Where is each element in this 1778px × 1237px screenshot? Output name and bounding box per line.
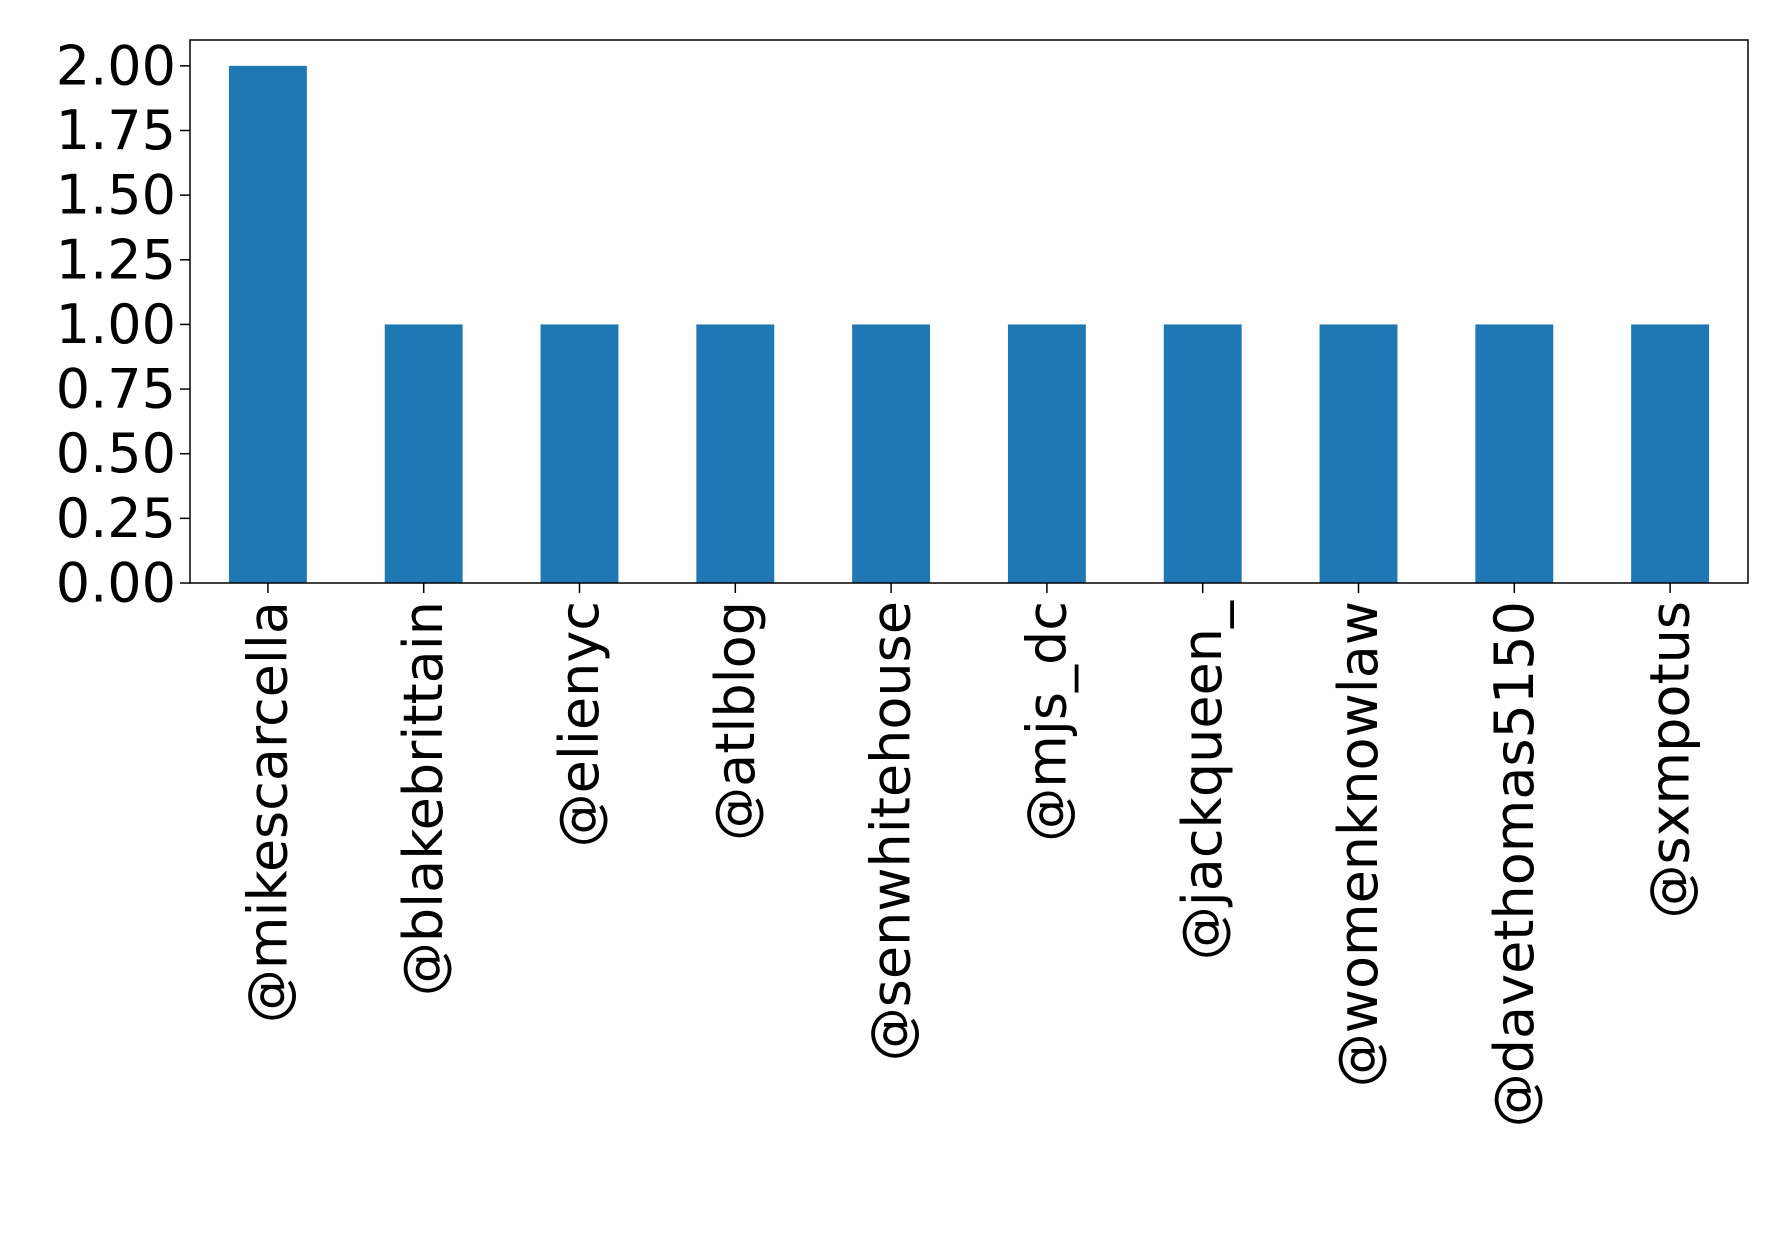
- y-tick-label: 2.00: [56, 34, 176, 97]
- x-tick-label: @mjs_dc: [1015, 601, 1078, 842]
- y-tick-label: 1.00: [56, 293, 176, 356]
- bar: [1475, 324, 1554, 583]
- y-tick-label: 1.75: [56, 99, 176, 162]
- y-tick-label: 0.50: [56, 422, 176, 485]
- bar: [852, 324, 931, 583]
- bar: [540, 324, 619, 583]
- x-tick-label: @atlblog: [704, 601, 767, 841]
- y-tick-label: 0.75: [56, 358, 176, 421]
- y-tick-label: 0.00: [56, 552, 176, 615]
- bar: [1631, 324, 1710, 583]
- y-tick-label: 1.25: [56, 228, 176, 291]
- bar: [1319, 324, 1398, 583]
- y-tick-label: 0.25: [56, 487, 176, 550]
- x-axis: @mikescarcella @blakebrittain @elienyc @atl…: [236, 583, 1702, 1127]
- x-tick-label: @mikescarcella: [236, 601, 299, 1023]
- x-tick-label: @elienyc: [548, 601, 611, 847]
- bar: [228, 65, 307, 584]
- bar: [696, 324, 775, 583]
- bars-group: [228, 65, 1710, 584]
- y-tick-label: 1.50: [56, 164, 176, 227]
- x-tick-label: @senwhitehouse: [860, 601, 923, 1061]
- bar: [1007, 324, 1086, 583]
- plot-frame: [189, 39, 1749, 584]
- bar: [384, 324, 463, 583]
- x-tick-label: @womenknowlaw: [1327, 601, 1390, 1087]
- x-tick-label: @davethomas5150: [1483, 601, 1546, 1127]
- bar: [1163, 324, 1242, 583]
- x-tick-label: @blakebrittain: [392, 601, 455, 996]
- x-tick-label: @sxmpotus: [1639, 601, 1702, 919]
- x-tick-label: @jackqueen_: [1171, 600, 1234, 960]
- y-axis: 0.000.250.500.751.001.251.501.752.00: [56, 34, 190, 615]
